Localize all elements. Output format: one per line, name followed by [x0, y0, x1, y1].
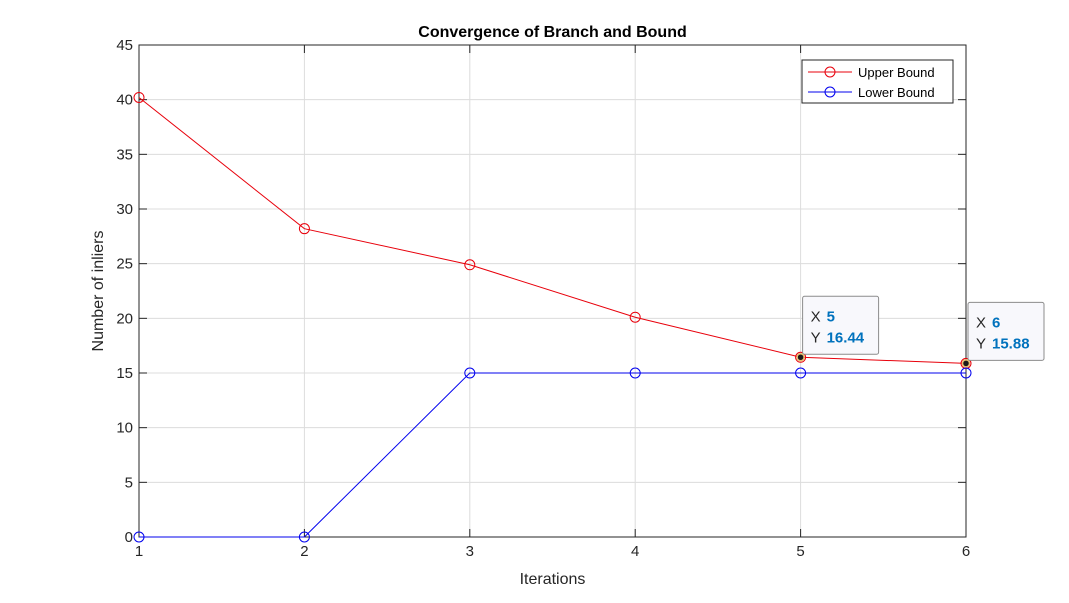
datatip-y-key: Y	[976, 335, 986, 352]
chart-title: Convergence of Branch and Bound	[418, 24, 686, 41]
datatip-background	[967, 301, 1045, 361]
data-point[interactable]	[464, 367, 476, 379]
legend-marker	[824, 66, 836, 78]
datatip-x-value: 5	[827, 308, 835, 325]
series-lower-bound	[133, 367, 972, 543]
plot-area	[138, 44, 967, 538]
legend[interactable]: Upper Bound Lower Bound	[801, 59, 954, 104]
datatip-y-value: 15.88	[992, 335, 1030, 352]
legend-item-upper-bound[interactable]: Upper Bound	[808, 65, 935, 80]
x-tick-label: 1	[135, 543, 143, 560]
datatip-y-value: 16.44	[827, 329, 865, 346]
data-point[interactable]	[960, 367, 972, 379]
y-tick-label: 10	[116, 420, 133, 437]
datatip-background	[802, 295, 880, 355]
data-point[interactable]	[795, 367, 807, 379]
y-tick-label: 5	[125, 474, 133, 491]
series-layer	[133, 91, 972, 543]
datatip-marker[interactable]	[961, 359, 971, 368]
data-point[interactable]	[795, 351, 807, 363]
x-tick-label: 3	[466, 543, 474, 560]
data-point[interactable]	[298, 531, 310, 543]
datatip-box[interactable]: X 6Y 15.88	[967, 301, 1045, 361]
datatip-box[interactable]: X 5Y 16.44	[802, 295, 880, 355]
data-point[interactable]	[629, 311, 641, 323]
data-point[interactable]	[298, 223, 310, 235]
y-tick-label: 15	[116, 365, 133, 382]
legend-marker	[824, 86, 836, 98]
y-tick-label: 25	[116, 256, 133, 273]
datatip-x-value: 6	[992, 314, 1000, 331]
y-tick-label: 45	[116, 37, 133, 54]
y-tick-label: 35	[116, 146, 133, 163]
x-tick-label: 2	[300, 543, 308, 560]
series-line	[139, 372, 966, 538]
x-tick-label: 5	[796, 543, 804, 560]
legend-item-lower-bound[interactable]: Lower Bound	[808, 85, 935, 100]
x-tick-label: 4	[631, 543, 639, 560]
data-point[interactable]	[464, 259, 476, 271]
data-point[interactable]	[133, 531, 145, 543]
series-line	[138, 97, 967, 364]
y-tick-label: 0	[125, 529, 133, 546]
legend-label: Lower Bound	[858, 85, 935, 100]
datatip-marker[interactable]	[796, 353, 805, 362]
y-tick-label: 40	[116, 92, 133, 109]
data-point[interactable]	[133, 91, 145, 103]
datatips-layer: X 5Y 16.44X 6Y 15.88	[796, 295, 1045, 368]
legend-label: Upper Bound	[858, 65, 935, 80]
data-point[interactable]	[629, 367, 641, 379]
y-axis-label: Number of inliers	[90, 231, 107, 352]
y-tick-label: 20	[116, 310, 133, 327]
x-axis-label: Iterations	[520, 571, 586, 588]
y-tick-label: 30	[116, 201, 133, 218]
x-tick-label: 6	[962, 543, 970, 560]
datatip-x-key: X	[811, 308, 821, 325]
datatip-x-key: X	[976, 314, 986, 331]
datatip-y-key: Y	[811, 329, 821, 346]
